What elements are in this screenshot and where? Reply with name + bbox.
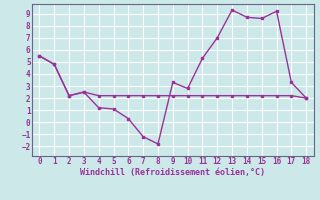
- X-axis label: Windchill (Refroidissement éolien,°C): Windchill (Refroidissement éolien,°C): [80, 168, 265, 177]
